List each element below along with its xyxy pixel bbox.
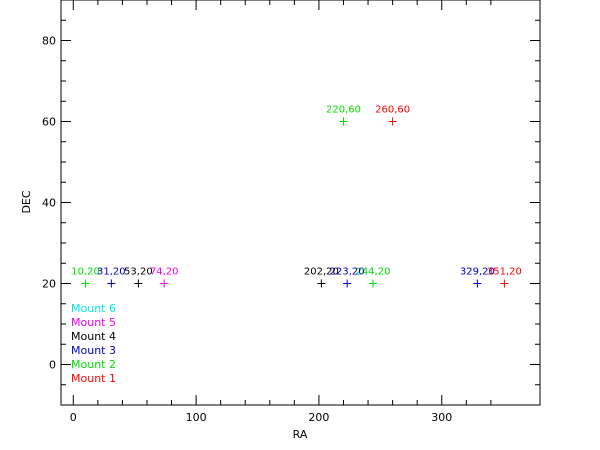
data-point: 10,20	[71, 267, 100, 288]
data-points: 260,60 351,20 10,20 220,60 244,20 31,20 223,20…	[71, 105, 522, 288]
data-point: 74,20	[150, 267, 179, 288]
point-label: 351,20	[487, 267, 522, 278]
data-point: 329,20	[460, 267, 495, 288]
y-tick-label: 20	[42, 278, 56, 291]
axis-ticks	[61, 0, 540, 405]
point-label: 223,20	[330, 267, 365, 278]
axis-tick-labels: 0 100 200 300 0 20 40 60 80	[42, 35, 452, 425]
data-point: 31,20	[97, 267, 126, 288]
point-label: 53,20	[124, 267, 153, 278]
point-label: 31,20	[97, 267, 126, 278]
data-point: 53,20	[124, 267, 153, 288]
x-tick-label: 0	[70, 411, 77, 424]
point-label: 74,20	[150, 267, 179, 278]
point-label: 244,20	[355, 267, 390, 278]
plot-frame	[60, 0, 541, 406]
x-tick-label: 300	[431, 411, 452, 424]
x-axis-title: RA	[293, 428, 308, 441]
x-tick-label: 100	[186, 411, 207, 424]
legend-entry: Mount 5	[71, 316, 116, 329]
data-point: 220,60	[326, 105, 361, 126]
data-point: 351,20	[487, 267, 522, 288]
legend-entry: Mount 2	[71, 358, 116, 371]
data-point: 260,60	[375, 105, 410, 126]
legend-entry: Mount 1	[71, 372, 116, 385]
y-tick-label: 60	[42, 116, 56, 129]
data-point: 223,20	[330, 267, 365, 288]
y-tick-label: 40	[42, 197, 56, 210]
point-label: 10,20	[71, 267, 100, 278]
y-tick-label: 80	[42, 35, 56, 48]
data-point: 202,20	[304, 267, 339, 288]
point-label: 202,20	[304, 267, 339, 278]
x-tick-label: 200	[308, 411, 329, 424]
legend-entry: Mount 4	[71, 330, 116, 343]
point-label: 260,60	[375, 105, 410, 116]
data-point: 244,20	[355, 267, 390, 288]
legend-entry: Mount 6	[71, 302, 116, 315]
legend-entry: Mount 3	[71, 344, 116, 357]
y-tick-label: 0	[49, 359, 56, 372]
point-label: 329,20	[460, 267, 495, 278]
point-label: 220,60	[326, 105, 361, 116]
y-axis-title: DEC	[20, 190, 33, 213]
